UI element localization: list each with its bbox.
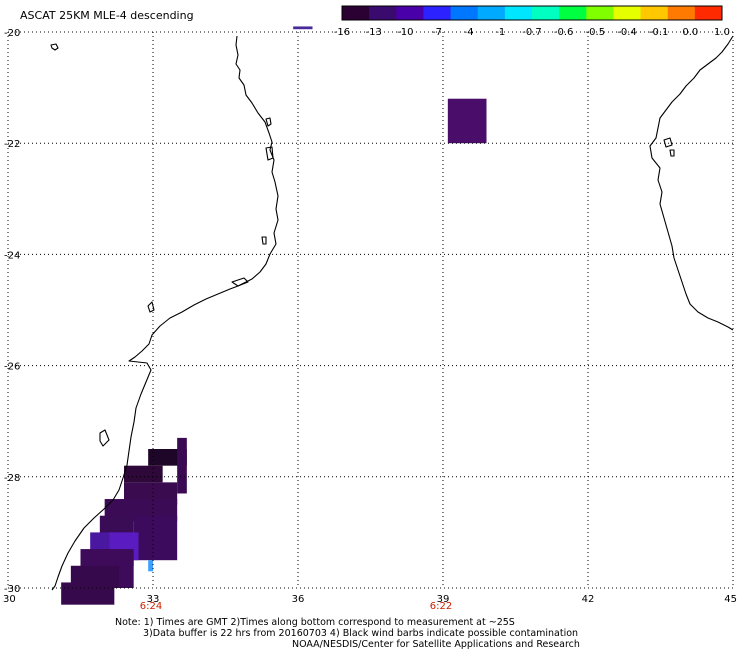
coastline-island-2 [265, 117, 272, 127]
wind-data-cells [61, 26, 487, 605]
longitude-tick-labels: 30 33 36 39 42 45 [3, 594, 737, 605]
coastline-island-8 [663, 137, 673, 148]
colorbar-swatches [342, 6, 723, 20]
colorbar-swatch [640, 6, 669, 20]
coastline-island-7 [147, 301, 155, 313]
lat-tick-label: -30 [4, 584, 20, 595]
data-cell [61, 582, 115, 605]
coastline-madagascar [649, 35, 734, 331]
lon-tick-label: 42 [582, 594, 595, 605]
graticule [7, 31, 734, 589]
coastline [50, 35, 734, 591]
lon-tick-label: 30 [3, 594, 16, 605]
lat-tick-label: -28 [4, 473, 20, 484]
lat-tick-label: -24 [4, 250, 20, 261]
colorbar-swatch [369, 6, 397, 20]
coastline-island-4 [261, 236, 267, 245]
colorbar-swatch [586, 6, 614, 20]
colorbar-swatch [342, 6, 370, 20]
colorbar-swatch [477, 6, 506, 20]
pass-time-label: 6:22 [430, 601, 452, 612]
coastline-island-9 [669, 149, 675, 157]
lat-tick-label: -20 [4, 28, 20, 39]
colorbar-label: -10 [397, 27, 413, 38]
coastline-island-6 [99, 429, 110, 447]
colorbar-swatch [532, 6, 560, 20]
coastline-africa [51, 35, 279, 591]
lat-tick-label: -26 [4, 362, 20, 373]
pass-time-labels: 6:24 6:22 [140, 601, 452, 612]
data-cell [177, 437, 187, 494]
footer-note-line3: NOAA/NESDIS/Center for Satellite Applica… [292, 639, 580, 650]
coastline-island-5 [231, 277, 249, 287]
colorbar-swatch [423, 6, 452, 20]
lon-tick-label: 39 [437, 594, 450, 605]
lat-tick-label: -22 [4, 139, 20, 150]
data-cell [124, 482, 178, 505]
pass-time-label: 6:24 [140, 601, 162, 612]
data-cell [133, 515, 178, 561]
colorbar-label: 0.0 [682, 27, 698, 38]
footer-note-line1: Note: 1) Times are GMT 2)Times along bot… [115, 617, 515, 628]
colorbar-label: -13 [365, 27, 381, 38]
colorbar-labels: -16 -13 -10 -7 -4 -1 -0.7 -0.6 -0.5 -0.4 -0.1 0.0 1.… [334, 27, 730, 38]
lon-tick-label: 33 [147, 594, 160, 605]
colorbar-swatch [504, 6, 533, 20]
coastline-island-1 [50, 43, 59, 51]
colorbar-swatch [450, 6, 479, 20]
data-cell [124, 465, 163, 483]
colorbar-label: -16 [334, 27, 350, 38]
colorbar-swatch [613, 6, 642, 20]
data-cell [148, 560, 153, 572]
colorbar-label: -0.1 [649, 27, 669, 38]
data-cell [447, 98, 487, 144]
lon-tick-label: 45 [724, 594, 737, 605]
footer-note-line2: 3)Data buffer is 22 hrs from 20160703 4)… [143, 628, 578, 639]
data-cell [293, 26, 313, 30]
colorbar-label: -0.6 [554, 27, 574, 38]
colorbar-swatch [396, 6, 424, 20]
lon-tick-label: 36 [292, 594, 305, 605]
map-title: ASCAT 25KM MLE-4 descending [20, 9, 194, 22]
coastline-island-3 [265, 146, 274, 161]
colorbar-label: 1.0 [714, 27, 730, 38]
colorbar-swatch [667, 6, 696, 20]
colorbar-swatch [559, 6, 587, 20]
colorbar-frame [341, 5, 723, 21]
latitude-tick-labels: -20 -22 -24 -26 -28 -30 [4, 28, 20, 595]
colorbar-label: -0.5 [586, 27, 606, 38]
colorbar-swatch [694, 6, 723, 20]
colorbar: -16 -13 -10 -7 -4 -1 -0.7 -0.6 -0.5 -0.4 -0.1 0.0 1.… [334, 5, 730, 38]
colorbar-label: -0.4 [617, 27, 637, 38]
